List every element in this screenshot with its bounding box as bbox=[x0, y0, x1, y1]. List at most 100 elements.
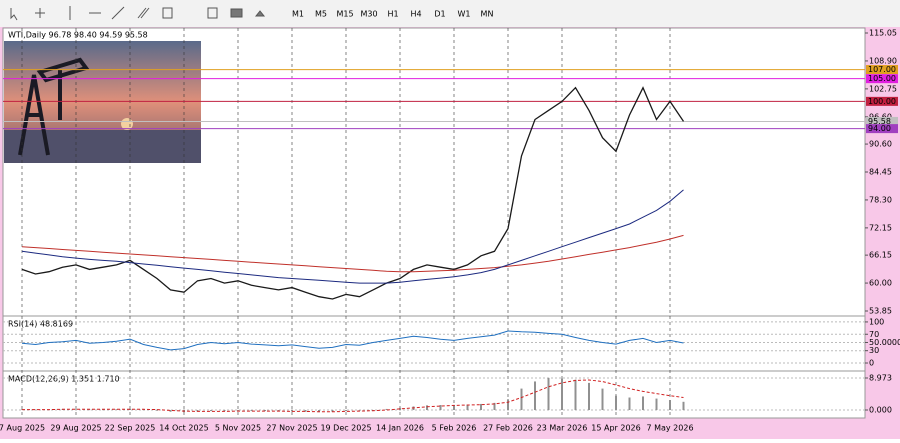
histogram-bar bbox=[358, 410, 361, 411]
histogram-bar bbox=[453, 405, 455, 411]
timeframe-button[interactable]: M15 bbox=[336, 10, 353, 19]
trendline-tool[interactable] bbox=[111, 6, 125, 20]
histogram-bar bbox=[102, 409, 104, 411]
y-tick-label: 8.973 bbox=[869, 373, 892, 382]
fibo-tool[interactable] bbox=[162, 7, 173, 19]
histogram-bar bbox=[75, 409, 77, 411]
panel-title: WTI,Daily 96.78 98.40 94.59 95.58 bbox=[8, 31, 148, 40]
histogram-bar bbox=[129, 408, 131, 411]
timeframe-button[interactable]: M30 bbox=[360, 10, 377, 19]
histogram-bar bbox=[615, 395, 617, 411]
histogram-bar bbox=[520, 388, 523, 411]
price-level-tag bbox=[866, 124, 898, 134]
timeframe-button[interactable]: M5 bbox=[315, 10, 327, 19]
y-tick-label: 84.45 bbox=[869, 167, 892, 176]
x-tick-label: 27 Nov 2025 bbox=[266, 424, 317, 433]
histogram-bar bbox=[156, 410, 158, 411]
timeframe-button[interactable]: W1 bbox=[458, 10, 471, 19]
price-level-tag bbox=[866, 74, 898, 84]
x-tick-label: 14 Oct 2025 bbox=[159, 424, 208, 433]
price-level-label: 105.00 bbox=[868, 74, 896, 83]
histogram-bar bbox=[480, 403, 482, 411]
y-tick-label: 53.85 bbox=[869, 307, 892, 316]
timeframe-button[interactable]: M1 bbox=[292, 10, 304, 19]
panel-title: RSI(14) 48.8169 bbox=[8, 320, 73, 329]
price-level-label: 107.00 bbox=[868, 65, 896, 74]
histogram-bar bbox=[588, 382, 590, 411]
y-tick-label: 90.60 bbox=[869, 140, 892, 149]
toolbar bbox=[0, 0, 900, 27]
y-tick-label: 115.05 bbox=[869, 28, 897, 37]
histogram-bar bbox=[439, 405, 442, 411]
histogram-bar bbox=[115, 409, 118, 411]
histogram-bar bbox=[304, 410, 307, 412]
channel-tool[interactable] bbox=[137, 7, 150, 19]
histogram-bar bbox=[574, 379, 577, 411]
price-level-label: 95.58 bbox=[868, 117, 891, 126]
y-tick-label: 66.15 bbox=[869, 251, 892, 260]
histogram-bar bbox=[142, 409, 145, 411]
panel-title: MACD(12,26,9) 1.351 1.710 bbox=[8, 375, 120, 384]
histogram-bar bbox=[426, 405, 428, 411]
y-tick-label: 60.00 bbox=[869, 279, 892, 288]
price-level-label: 94.00 bbox=[868, 124, 891, 133]
label-tool[interactable] bbox=[207, 7, 218, 19]
y-tick-label: 108.90 bbox=[869, 56, 897, 65]
x-tick-label: 14 Jan 2026 bbox=[376, 424, 424, 433]
y-tick-label: 50.0000 bbox=[869, 338, 900, 347]
x-tick-label: 7 Aug 2025 bbox=[0, 424, 45, 433]
thumbnail-image bbox=[4, 41, 201, 163]
histogram-bar bbox=[169, 410, 172, 412]
x-tick-label: 22 Sep 2025 bbox=[105, 424, 156, 433]
series-line bbox=[21, 86, 685, 300]
y-tick-label: 70 bbox=[869, 330, 879, 339]
timeframe-button[interactable]: H4 bbox=[410, 10, 421, 19]
histogram-bar bbox=[291, 410, 293, 412]
timeframe-button[interactable]: D1 bbox=[434, 10, 445, 19]
histogram-bar bbox=[682, 401, 685, 411]
y-tick-label: 0.000 bbox=[869, 406, 892, 415]
histogram-bar bbox=[547, 377, 550, 411]
y-tick-label: 0 bbox=[869, 359, 874, 368]
price-level-tag bbox=[866, 116, 898, 126]
histogram-bar bbox=[345, 410, 347, 412]
histogram-bar bbox=[399, 407, 401, 411]
x-tick-label: 5 Nov 2025 bbox=[215, 424, 261, 433]
timeframe-button[interactable]: MN bbox=[481, 10, 494, 19]
histogram-bar bbox=[642, 396, 644, 411]
histogram-bar bbox=[493, 402, 496, 411]
y-tick-label: 30 bbox=[869, 346, 879, 355]
cursor-tool[interactable] bbox=[10, 8, 18, 21]
histogram-bar bbox=[466, 404, 469, 411]
series-line bbox=[22, 379, 684, 413]
crosshair-tool[interactable] bbox=[35, 8, 45, 18]
x-tick-label: 15 Apr 2026 bbox=[591, 424, 640, 433]
histogram-bar bbox=[318, 410, 320, 413]
arrow-tool[interactable] bbox=[254, 10, 266, 17]
histogram-bar bbox=[534, 381, 536, 411]
histogram-bar bbox=[196, 410, 199, 412]
y-tick-label: 102.75 bbox=[869, 84, 897, 93]
histogram-bar bbox=[628, 397, 631, 411]
series-line bbox=[21, 234, 684, 273]
series-line bbox=[21, 189, 684, 284]
y-tick-label: 100 bbox=[869, 317, 884, 326]
histogram-bar bbox=[507, 399, 509, 411]
histogram-bar bbox=[223, 410, 226, 412]
histogram-bar bbox=[250, 410, 253, 412]
y-tick-label: 78.30 bbox=[869, 195, 892, 204]
histogram-bar bbox=[669, 400, 671, 411]
histogram-bar bbox=[237, 410, 239, 411]
y-tick-label: 72.15 bbox=[869, 223, 892, 232]
histogram-bar bbox=[264, 410, 266, 412]
x-tick-label: 5 Feb 2026 bbox=[432, 424, 477, 433]
histogram-bar bbox=[88, 409, 91, 411]
x-tick-label: 19 Dec 2025 bbox=[320, 424, 371, 433]
histogram-bar bbox=[210, 410, 212, 412]
price-level-tag bbox=[866, 65, 898, 75]
timeframe-button[interactable]: H1 bbox=[387, 10, 398, 19]
price-level-label: 100.00 bbox=[868, 97, 896, 106]
rect-tool[interactable] bbox=[230, 8, 243, 18]
histogram-bar bbox=[385, 408, 388, 411]
